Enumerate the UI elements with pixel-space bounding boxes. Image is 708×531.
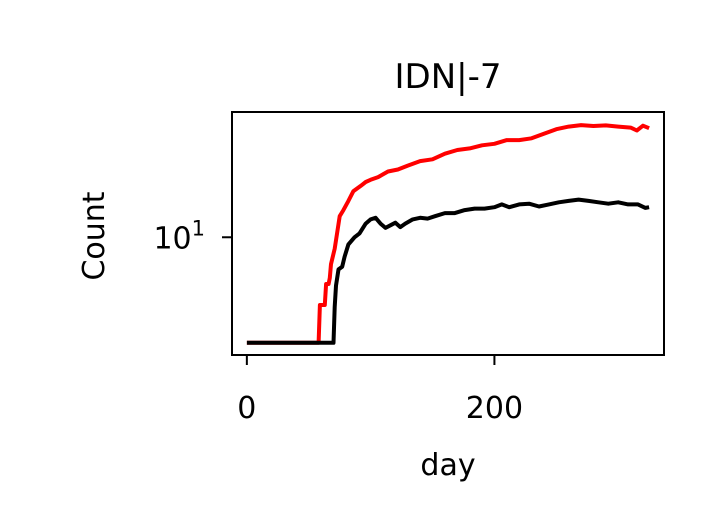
y-axis-label: Count	[77, 191, 112, 280]
plot-frame	[231, 111, 665, 356]
x-tick-label: 0	[237, 391, 256, 426]
series-line-1	[246, 123, 650, 345]
y-tick-label: 101	[153, 216, 205, 256]
series-layer	[246, 123, 650, 345]
x-tick-label: 200	[466, 391, 523, 426]
x-tick-layer: 0 200	[237, 355, 523, 426]
y-tick-layer: 101	[153, 216, 232, 256]
x-axis-label: day	[420, 448, 475, 483]
chart-title: IDN|-7	[395, 57, 502, 97]
series-line-2	[246, 197, 650, 345]
